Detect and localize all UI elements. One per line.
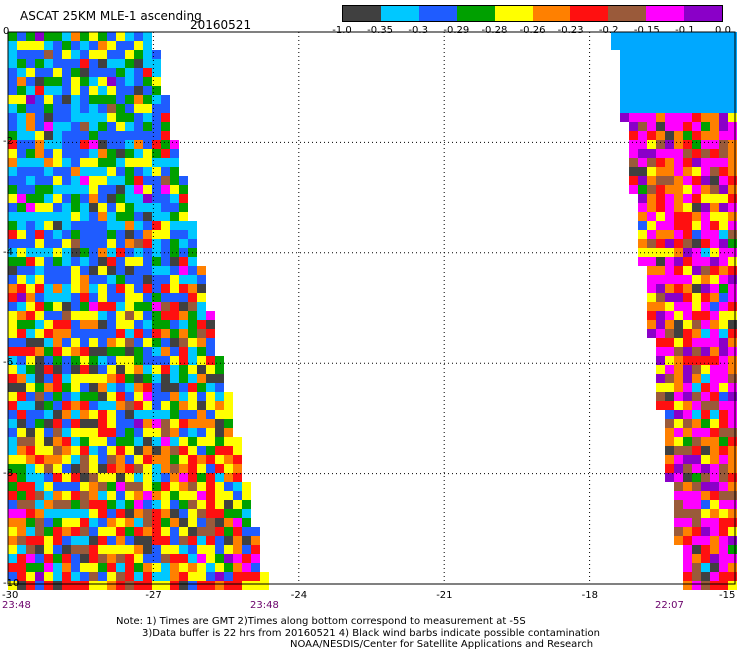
swath-map	[7, 31, 737, 590]
legend-label: -0.28	[481, 25, 508, 36]
legend-label: 0.0	[715, 25, 731, 36]
legend-label: -1.0	[332, 25, 352, 36]
y-tick-label: 0	[3, 26, 10, 37]
swath-cells	[8, 32, 737, 590]
map-title: ASCAT 25KM MLE-1 ascending	[20, 9, 202, 23]
y-tick-label: -10	[3, 578, 20, 589]
legend-swatch-6	[570, 6, 609, 21]
x-tick-label: -15	[719, 590, 736, 601]
legend-label: -0.15	[633, 25, 660, 36]
legend-swatch-2	[418, 6, 457, 21]
legend-swatch-4	[494, 6, 533, 21]
x-tick-label: -27	[145, 590, 162, 601]
x-tick-label: -21	[436, 590, 453, 601]
time-label-left-start: 23:48	[2, 600, 31, 611]
color-legend	[342, 5, 723, 22]
x-tick-label: -18	[581, 590, 598, 601]
y-tick-label: -4	[3, 246, 13, 258]
y-tick-label: -2	[3, 136, 13, 148]
y-tick-label: -6	[3, 357, 13, 369]
legend-swatch-3	[456, 6, 495, 21]
x-tick-label: -30	[2, 590, 19, 601]
legend-label: -0.1	[675, 25, 695, 36]
time-label-right: 22:07	[655, 600, 684, 611]
map-date: 20160521	[190, 18, 252, 32]
y-tick-label: -8	[3, 467, 13, 479]
legend-label: -0.23	[557, 25, 584, 36]
grid-lines	[8, 32, 735, 584]
legend-swatch-0	[343, 6, 381, 21]
legend-swatch-9	[684, 6, 723, 21]
legend-label: -0.3	[408, 25, 428, 36]
map-frame	[7, 31, 736, 585]
note-line-3: NOAA/NESDIS/Center for Satellite Applica…	[290, 639, 594, 650]
legend-swatch-7	[608, 6, 647, 21]
legend-label: -0.29	[443, 25, 470, 36]
note-line-1: Note: 1) Times are GMT 2)Times along bot…	[116, 616, 526, 627]
legend-label: -0.26	[519, 25, 546, 36]
note-line-2: 3)Data buffer is 22 hrs from 20160521 4)…	[142, 628, 600, 639]
legend-swatch-8	[646, 6, 685, 21]
x-tick-label: -24	[290, 590, 308, 601]
legend-swatch-1	[380, 6, 419, 21]
legend-swatch-5	[532, 6, 571, 21]
time-label-left-end: 23:48	[250, 600, 279, 611]
legend-label: -0.2	[598, 25, 619, 36]
legend-label: -0.35	[367, 25, 394, 36]
